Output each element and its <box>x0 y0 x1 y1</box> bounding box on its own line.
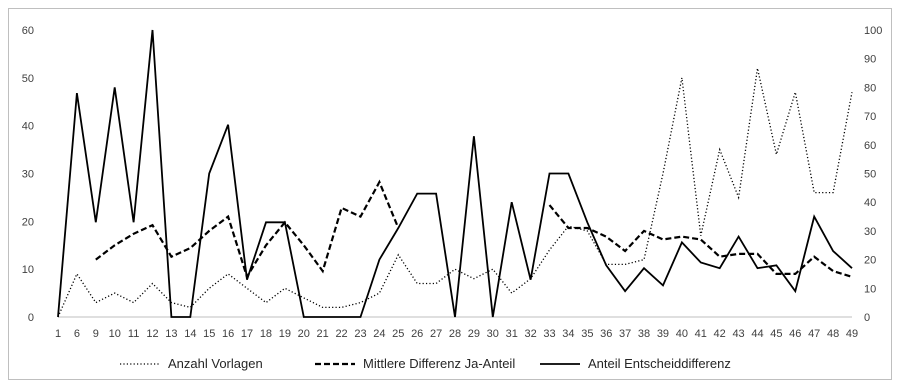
x-tick-label: 48 <box>827 328 839 340</box>
x-tick-label: 32 <box>524 328 536 340</box>
x-tick-label: 20 <box>298 328 310 340</box>
x-tick-label: 39 <box>657 328 669 340</box>
y-left-tick-label: 60 <box>22 25 34 37</box>
x-tick-label: 44 <box>751 328 763 340</box>
x-tick-label: 37 <box>619 328 631 340</box>
y-right-tick-label: 40 <box>864 197 876 209</box>
legend-label: Mittlere Differenz Ja-Anteil <box>363 356 515 371</box>
x-tick-label: 22 <box>335 328 347 340</box>
legend-label: Anzahl Vorlagen <box>168 356 263 371</box>
x-tick-label: 45 <box>770 328 782 340</box>
y-right-tick-label: 100 <box>864 25 882 37</box>
y-left-tick-label: 0 <box>28 312 34 324</box>
x-tick-label: 28 <box>449 328 461 340</box>
x-tick-label: 25 <box>392 328 404 340</box>
x-tick-label: 31 <box>506 328 518 340</box>
series-line <box>57 29 853 318</box>
x-tick-label: 1 <box>55 328 61 340</box>
y-right-tick-label: 20 <box>864 255 876 267</box>
x-tick-label: 46 <box>789 328 801 340</box>
x-tick-label: 9 <box>93 328 99 340</box>
x-tick-label: 19 <box>279 328 291 340</box>
x-tick-label: 42 <box>714 328 726 340</box>
x-tick-label: 12 <box>146 328 158 340</box>
y-right-tick-label: 90 <box>864 54 876 66</box>
y-right-tick-label: 30 <box>864 226 876 238</box>
x-tick-label: 17 <box>241 328 253 340</box>
x-tick-label: 34 <box>562 328 574 340</box>
x-tick-label: 41 <box>695 328 707 340</box>
x-tick-label: 24 <box>373 328 385 340</box>
y-left-tick-label: 50 <box>22 73 34 85</box>
x-tick-label: 14 <box>184 328 196 340</box>
y-right-tick-label: 10 <box>864 283 876 295</box>
series-line <box>57 68 853 318</box>
x-tick-label: 13 <box>165 328 177 340</box>
x-tick-label: 38 <box>638 328 650 340</box>
x-tick-label: 35 <box>581 328 593 340</box>
y-left-tick-label: 20 <box>22 216 34 228</box>
x-tick-label: 47 <box>808 328 820 340</box>
x-tick-label: 29 <box>468 328 480 340</box>
x-tick-label: 16 <box>222 328 234 340</box>
x-tick-label: 15 <box>203 328 215 340</box>
y-right-tick-label: 0 <box>864 312 870 324</box>
x-tick-label: 30 <box>487 328 499 340</box>
x-tick-label: 40 <box>676 328 688 340</box>
y-right-tick-label: 60 <box>864 140 876 152</box>
y-right-tick-label: 80 <box>864 82 876 94</box>
legend-label: Anteil Entscheiddifferenz <box>588 356 731 371</box>
y-left-tick-label: 40 <box>22 121 34 133</box>
y-right-tick-label: 50 <box>864 169 876 181</box>
x-tick-label: 21 <box>317 328 329 340</box>
x-tick-label: 43 <box>732 328 744 340</box>
x-tick-label: 18 <box>260 328 272 340</box>
x-tick-label: 6 <box>74 328 80 340</box>
x-tick-label: 27 <box>430 328 442 340</box>
y-left-tick-label: 10 <box>22 264 34 276</box>
x-tick-label: 26 <box>411 328 423 340</box>
x-tick-label: 36 <box>600 328 612 340</box>
x-tick-label: 11 <box>128 328 139 340</box>
x-tick-label: 49 <box>846 328 858 340</box>
x-tick-label: 10 <box>109 328 121 340</box>
y-right-tick-label: 70 <box>864 111 876 123</box>
x-tick-label: 23 <box>354 328 366 340</box>
x-tick-label: 33 <box>543 328 555 340</box>
series-line <box>95 179 853 280</box>
y-left-tick-label: 30 <box>22 169 34 181</box>
